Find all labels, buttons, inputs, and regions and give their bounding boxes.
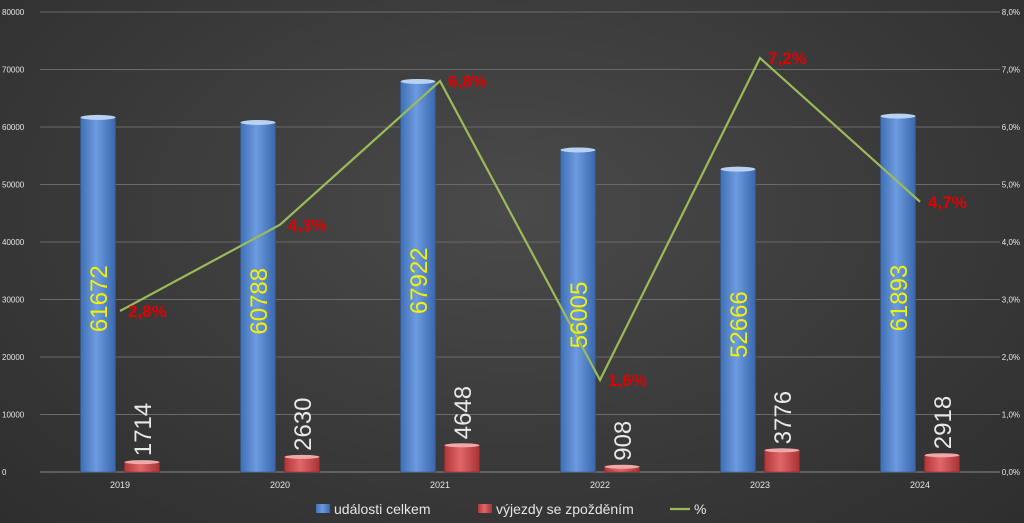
late-value-label: 1714	[130, 403, 157, 456]
total-value-label: 61893	[886, 265, 913, 332]
late-value-label: 2630	[290, 397, 317, 450]
category-label: 2023	[750, 480, 770, 490]
bar-late-cap	[284, 454, 320, 459]
bar-late-cap	[604, 464, 640, 469]
bar-late	[444, 445, 480, 473]
bar-late	[764, 450, 800, 473]
right-tick-label: 7,0%	[1002, 66, 1020, 75]
category-label: 2019	[110, 480, 130, 490]
left-tick-label: 10000	[2, 411, 25, 420]
legend-label-percent: %	[694, 501, 706, 517]
left-tick-label: 40000	[2, 238, 25, 247]
right-tick-label: 0,0%	[1002, 468, 1020, 477]
gridlines	[40, 11, 1000, 473]
total-value-label: 60788	[246, 268, 273, 335]
percent-value-label: 7,2%	[768, 49, 807, 68]
left-tick-label: 80000	[2, 8, 25, 17]
legend-label-late: výjezdy se zpožděním	[496, 501, 634, 517]
bar-total	[80, 117, 116, 473]
bar-total-cap	[400, 78, 436, 84]
right-axis: 0,0% 1,0% 2,0% 3,0% 4,0% 5,0% 6,0% 7,0% 8,0%	[1002, 8, 1020, 477]
total-value-label: 61672	[86, 265, 113, 332]
left-tick-label: 20000	[2, 353, 25, 362]
right-tick-label: 5,0%	[1002, 181, 1020, 190]
bar-series	[80, 78, 960, 473]
bar-late-cap	[444, 443, 480, 448]
right-tick-label: 1,0%	[1002, 411, 1020, 420]
right-tick-label: 3,0%	[1002, 296, 1020, 305]
data-labels: 61672 60788 67922 56005 52666 61893 1714 2630 46…	[86, 49, 967, 461]
bar-total	[240, 122, 276, 473]
right-tick-label: 2,0%	[1002, 353, 1020, 362]
total-value-label: 67922	[406, 247, 433, 314]
legend-swatch-late	[478, 504, 492, 513]
left-tick-label: 70000	[2, 66, 25, 75]
bar-total	[720, 168, 756, 473]
percent-value-label: 2,8%	[128, 302, 167, 321]
category-label: 2022	[590, 480, 610, 490]
late-value-label: 3776	[770, 391, 797, 444]
percent-value-label: 4,7%	[928, 193, 967, 212]
right-tick-label: 6,0%	[1002, 123, 1020, 132]
bar-total-cap	[720, 166, 756, 172]
bar-late	[924, 454, 960, 473]
category-axis: 2019 2020 2021 2022 2023 2024	[110, 480, 930, 490]
bar-total-cap	[80, 114, 116, 120]
bar-total	[880, 115, 916, 473]
bar-late-cap	[764, 448, 800, 453]
bar-late-cap	[924, 453, 960, 458]
percent-value-label: 1,6%	[608, 371, 647, 390]
left-tick-label: 50000	[2, 181, 25, 190]
legend-label-total: události celkem	[334, 501, 431, 517]
legend: události celkem výjezdy se zpožděním%	[316, 501, 706, 517]
percent-value-label: 6,8%	[448, 72, 487, 91]
category-label: 2020	[270, 480, 290, 490]
left-axis: 0 10000 20000 30000 40000 50000 60000 70000 8000…	[2, 8, 25, 477]
bar-total-cap	[560, 147, 596, 153]
category-label: 2024	[910, 480, 930, 490]
left-tick-label: 60000	[2, 123, 25, 132]
late-value-label: 2918	[930, 396, 957, 449]
bar-late	[284, 456, 320, 473]
total-value-label: 56005	[566, 282, 593, 349]
percent-line	[119, 56, 921, 383]
bar-total	[560, 149, 596, 473]
percent-value-label: 4,3%	[288, 216, 327, 235]
late-value-label: 908	[610, 421, 637, 461]
left-tick-label: 30000	[2, 296, 25, 305]
percent-line-series	[119, 56, 921, 383]
left-tick-label: 0	[2, 468, 7, 477]
total-value-label: 52666	[726, 291, 753, 358]
bar-total-cap	[880, 113, 916, 119]
bar-total-cap	[240, 119, 276, 125]
bar-late-cap	[124, 460, 160, 465]
category-label: 2021	[430, 480, 450, 490]
right-tick-label: 8,0%	[1002, 8, 1020, 17]
right-tick-label: 4,0%	[1002, 238, 1020, 247]
legend-swatch-total	[316, 504, 330, 513]
late-value-label: 4648	[450, 386, 477, 439]
bar-total	[400, 81, 436, 473]
